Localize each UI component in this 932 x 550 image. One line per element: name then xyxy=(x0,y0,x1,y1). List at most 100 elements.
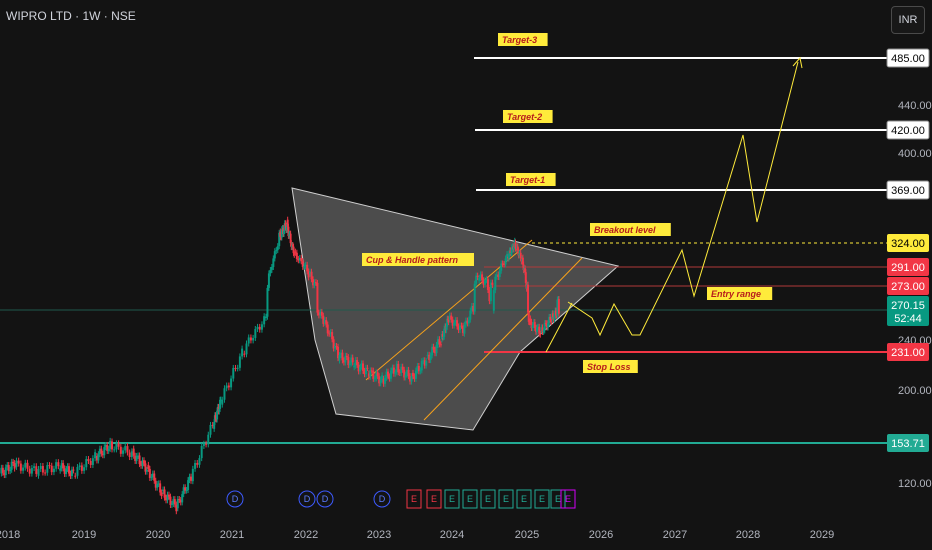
x-tick-label: 2028 xyxy=(736,529,760,541)
price-candle xyxy=(128,452,131,458)
level-291-pill-text: 291.00 xyxy=(891,262,925,274)
x-tick-label: 2027 xyxy=(663,529,687,541)
earnings-marker xyxy=(516,489,532,509)
target-1-pill-text: 369.00 xyxy=(891,185,925,197)
price-candle xyxy=(312,279,315,286)
price-candle xyxy=(165,497,168,501)
price-candle xyxy=(119,446,122,454)
price-candle xyxy=(270,266,273,270)
price-candle xyxy=(461,325,464,333)
price-candle xyxy=(341,352,344,361)
price-candle xyxy=(243,353,246,355)
breakout-label: Breakout level xyxy=(594,225,656,235)
currency-button[interactable]: INR xyxy=(891,6,925,34)
price-candle xyxy=(304,264,307,267)
price-candle xyxy=(41,466,44,473)
price-candle xyxy=(219,399,222,401)
price-candle xyxy=(213,415,216,423)
price-candle xyxy=(10,461,13,470)
price-candle xyxy=(175,504,178,512)
price-candle xyxy=(247,337,250,344)
price-candle xyxy=(323,320,326,323)
price-candle xyxy=(85,459,88,468)
price-candle xyxy=(188,476,191,481)
y-tick-label: 400.00 xyxy=(898,148,932,160)
price-candle xyxy=(385,371,388,378)
price-candle xyxy=(375,372,378,379)
price-candle xyxy=(519,252,522,259)
entry-range-label: Entry range xyxy=(711,289,761,299)
earnings-marker xyxy=(480,489,496,509)
price-candle xyxy=(109,440,112,449)
price-candle xyxy=(310,271,313,280)
price-candle xyxy=(541,327,544,332)
price-candle xyxy=(473,283,476,312)
earnings-marker xyxy=(534,489,550,509)
price-candle xyxy=(369,370,372,377)
stop-loss-pill xyxy=(887,343,929,361)
event-letter: D xyxy=(322,494,329,504)
price-candle xyxy=(517,250,520,256)
current-price-value: 270.15 xyxy=(891,300,925,312)
price-candle xyxy=(538,326,541,334)
price-candle xyxy=(260,324,263,330)
event-letter: E xyxy=(485,494,491,504)
level-lines xyxy=(0,57,887,444)
price-candle xyxy=(504,258,507,265)
price-candle xyxy=(22,467,25,471)
price-candle xyxy=(350,357,353,364)
price-candle xyxy=(401,366,404,370)
price-candle xyxy=(397,363,400,373)
price-candle xyxy=(26,462,29,469)
price-candle xyxy=(528,321,531,323)
price-candle xyxy=(445,326,448,331)
price-candle xyxy=(501,263,504,265)
event-letter: E xyxy=(467,494,473,504)
price-candle xyxy=(360,363,363,367)
price-candle xyxy=(101,453,104,456)
price-candle xyxy=(33,466,36,469)
price-candle xyxy=(356,360,359,365)
price-candle xyxy=(379,379,382,384)
price-candle xyxy=(436,339,439,345)
price-candle xyxy=(173,499,176,505)
price-candle xyxy=(137,455,140,457)
price-candle xyxy=(232,367,235,379)
handle-trace xyxy=(545,302,573,353)
price-candle xyxy=(66,466,69,469)
x-tick-label: 2018 xyxy=(0,529,20,541)
price-candle xyxy=(142,460,145,464)
price-candle xyxy=(57,462,60,467)
price-candle xyxy=(46,465,49,473)
y-tick-label: 440.00 xyxy=(898,100,932,112)
price-candle xyxy=(464,320,467,325)
price-candle xyxy=(326,324,329,334)
price-candle xyxy=(115,443,118,450)
price-candle xyxy=(478,278,481,281)
price-candle xyxy=(39,466,42,469)
price-candle xyxy=(289,233,292,244)
price-candle xyxy=(37,468,40,476)
price-candle xyxy=(497,274,500,278)
price-candle xyxy=(76,467,79,476)
price-candle xyxy=(160,492,163,497)
price-candle xyxy=(378,376,381,384)
price-candle xyxy=(345,355,348,358)
price-candle xyxy=(552,313,555,317)
price-candle xyxy=(533,322,536,328)
target-3-label: Target-3 xyxy=(502,35,537,45)
price-candle xyxy=(24,462,27,468)
price-candle xyxy=(300,257,303,262)
price-candle xyxy=(1,467,4,473)
price-candle xyxy=(0,467,3,474)
price-candle xyxy=(431,346,434,356)
level-273-pill xyxy=(887,277,929,295)
price-candle xyxy=(540,327,543,331)
event-letter: D xyxy=(232,494,239,504)
price-candle xyxy=(293,253,296,255)
price-candle xyxy=(510,252,513,254)
price-candle xyxy=(335,346,338,348)
price-candle xyxy=(267,273,270,288)
